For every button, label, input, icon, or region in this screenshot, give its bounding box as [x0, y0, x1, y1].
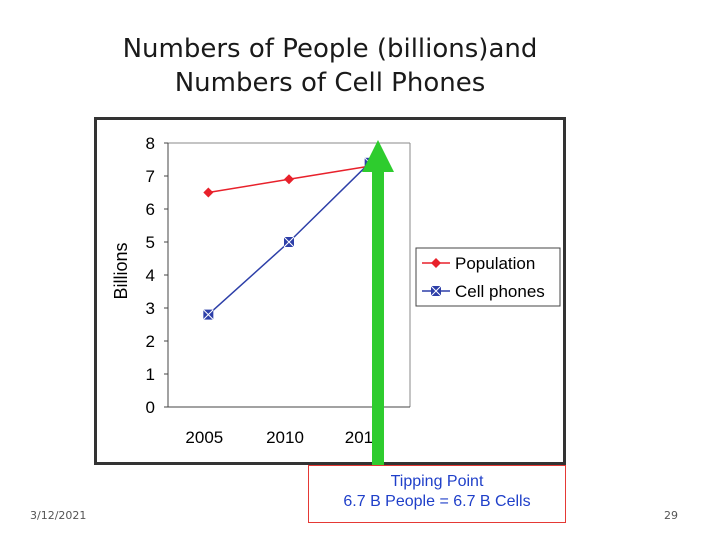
- y-tick-label: 6: [146, 200, 155, 219]
- y-tick-label: 7: [146, 167, 155, 186]
- y-tick-label: 5: [146, 233, 155, 252]
- chart-legend: Population Cell phones: [415, 247, 561, 307]
- y-axis-label: Billions: [111, 242, 131, 299]
- y-tick-label: 8: [146, 134, 155, 153]
- callout-text: 6.7 B People = 6.7 B Cells: [343, 493, 531, 510]
- x-tick-label: 2010: [266, 428, 304, 447]
- tipping-point-callout: Tipping Point 6.7 B People = 6.7 B Cells: [308, 465, 566, 523]
- y-tick-label: 2: [146, 332, 155, 351]
- y-tick-label: 1: [146, 365, 155, 384]
- data-point-cross: [283, 236, 295, 248]
- slide-page-number: 29: [664, 509, 678, 522]
- y-tick-label: 3: [146, 299, 155, 318]
- y-tick-label: 0: [146, 398, 155, 417]
- callout-title: Tipping Point: [390, 473, 484, 490]
- legend-marker-cross: [430, 285, 442, 297]
- slide-date: 3/12/2021: [30, 509, 87, 522]
- legend-label: Cell phones: [455, 282, 545, 301]
- arrow-head: [362, 140, 394, 172]
- legend-marker: [431, 258, 441, 268]
- slide-title: Numbers of People (billions)and Numbers …: [60, 32, 600, 100]
- data-point: [284, 174, 294, 185]
- arrow-shaft: [372, 168, 384, 468]
- y-tick-label: 4: [146, 266, 155, 285]
- data-point: [203, 187, 214, 198]
- chart-series: [202, 157, 376, 320]
- legend-box: [415, 247, 561, 307]
- data-point-cross: [202, 309, 214, 320]
- tipping-point-arrow: [362, 140, 394, 468]
- legend-label: Population: [455, 254, 535, 273]
- title-line-2: Numbers of Cell Phones: [174, 68, 486, 98]
- x-tick-label: 2005: [185, 428, 223, 447]
- title-line-1: Numbers of People (billions)and: [122, 34, 538, 64]
- series-population: [203, 161, 375, 198]
